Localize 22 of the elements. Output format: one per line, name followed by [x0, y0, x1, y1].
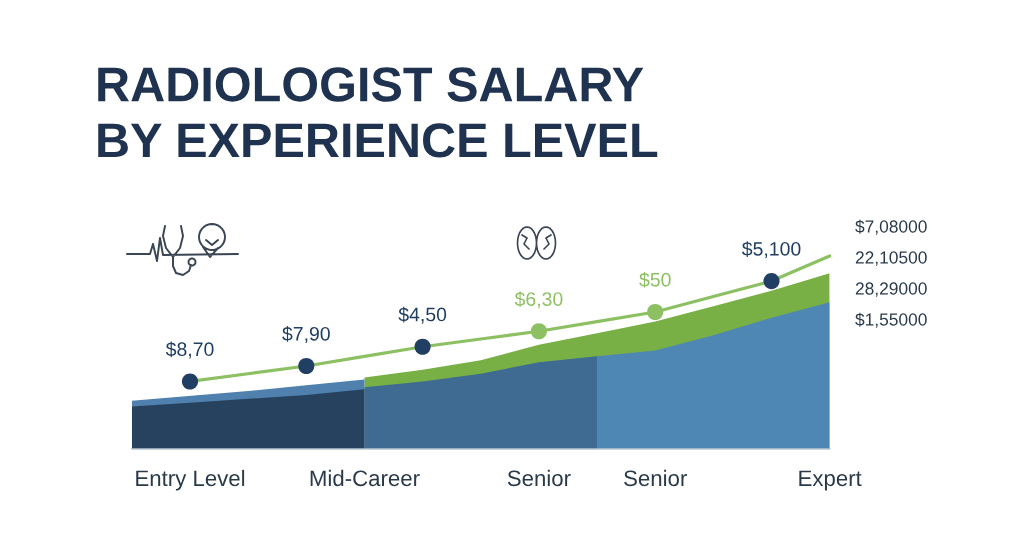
point — [298, 357, 315, 375]
point — [530, 323, 547, 340]
text: 22,10500 — [855, 251, 927, 266]
point — [414, 338, 431, 355]
x-tick-label: Expert — [799, 470, 862, 491]
point — [763, 273, 780, 290]
chart-title: RADIOLOGIST SALARY BY EXPERIENCE LEVEL — [98, 67, 658, 158]
point — [181, 373, 199, 390]
text: $7,08000 — [855, 219, 927, 235]
annotation: $8,70 — [165, 341, 214, 359]
annotation: $4,50 — [398, 306, 447, 324]
x-tick-label: Senior — [624, 469, 687, 487]
annotation: $6,30 — [514, 291, 563, 309]
text: $1,55000 — [855, 312, 927, 328]
annotation: $5,100 — [741, 241, 801, 259]
annotation: $50 — [639, 272, 671, 288]
point — [647, 303, 664, 321]
x-tick-label: Mid-Career — [310, 469, 420, 487]
text: 28,29000 — [855, 282, 927, 297]
x-tick-label: Entry Level — [136, 469, 245, 491]
annotation: $7,90 — [282, 326, 330, 343]
x-tick-label: Senior — [507, 469, 571, 487]
